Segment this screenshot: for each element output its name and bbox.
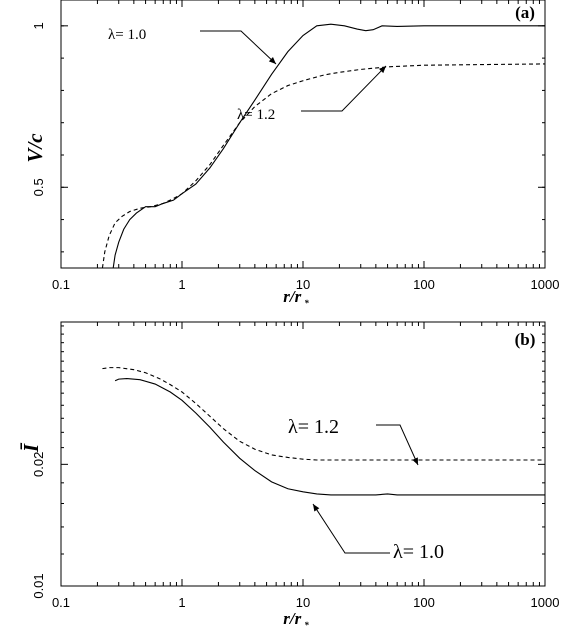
annotation-label: λ= 1.2 xyxy=(288,416,339,438)
annotation-label: λ= 1.0 xyxy=(108,27,146,43)
x-tick-label: 1000 xyxy=(531,595,560,610)
panel-label: (a) xyxy=(515,3,535,22)
arrowhead-icon xyxy=(313,504,320,512)
x-tick-label: 1 xyxy=(178,277,185,292)
x-tick-label: 1 xyxy=(178,595,185,610)
panel-label: (b) xyxy=(515,330,536,349)
x-axis-title-subscript: * xyxy=(304,620,309,630)
x-tick-label: 100 xyxy=(413,595,435,610)
annotation-leader-line xyxy=(376,424,419,466)
arrowhead-icon xyxy=(378,66,386,74)
y-axis-title: Ī xyxy=(19,442,43,453)
arrowhead-icon xyxy=(268,57,276,64)
x-tick-label: 1000 xyxy=(531,277,560,292)
series-line-lambda-12 xyxy=(101,63,545,268)
y-tick-label: 0.02 xyxy=(31,452,46,477)
x-tick-label: 10 xyxy=(296,277,310,292)
series-line-lambda-10 xyxy=(112,23,545,268)
x-axis-title: r/r * xyxy=(283,609,309,630)
plot-frame xyxy=(60,321,546,587)
panel-b: 0.1 1 10 100 1000 0.01 0.02 (b) r/r * Īλ= 1.2 λ= 1.… xyxy=(19,321,560,630)
annotation-leader-line xyxy=(312,503,390,554)
x-axis-title-subscript: * xyxy=(304,298,309,308)
arrowhead-icon xyxy=(412,457,418,465)
series-line-lambda-12 xyxy=(102,367,545,461)
series-line-lambda-10 xyxy=(114,378,545,496)
x-tick-label: 0.1 xyxy=(52,277,70,292)
x-tick-label: 100 xyxy=(413,277,435,292)
annotation-label: λ= 1.2 xyxy=(237,107,275,123)
y-tick-label: 1 xyxy=(31,22,46,29)
y-tick-label: 0.5 xyxy=(31,178,46,196)
annotation-leader-line xyxy=(301,65,387,112)
x-tick-label: 10 xyxy=(296,595,310,610)
annotation-label: λ= 1.0 xyxy=(393,541,444,563)
annotation-leader-line xyxy=(200,30,277,65)
y-tick-label: 0.01 xyxy=(31,573,46,598)
y-axis-title: V/c xyxy=(23,133,47,163)
x-tick-label: 0.1 xyxy=(52,595,70,610)
